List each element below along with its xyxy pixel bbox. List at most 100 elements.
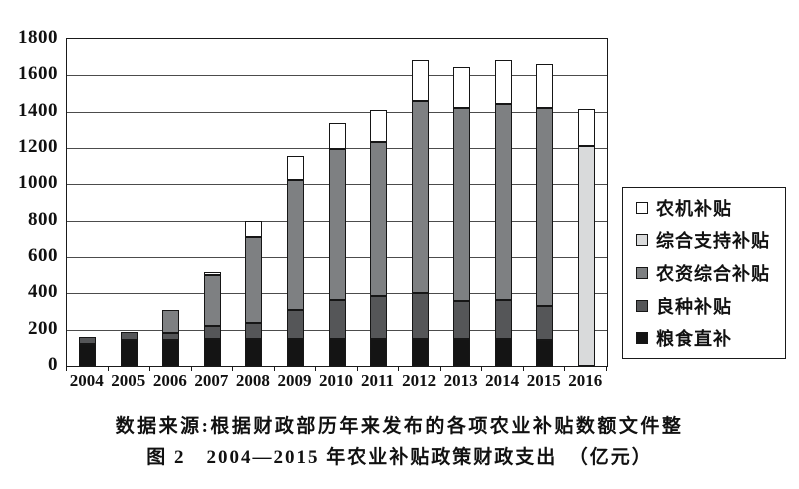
x-tick-mark (315, 366, 317, 371)
y-tick-label-1000: 1000 (18, 172, 58, 194)
bar-segment-2009-农机补贴 (286, 156, 304, 181)
bar-segment-2016-综合支持补贴 (577, 146, 595, 366)
legend-swatch-icon (636, 299, 648, 312)
bar-segment-2007-农机补贴 (203, 271, 221, 275)
bar-segment-2004-良种补贴 (79, 337, 97, 345)
bar-segment-2015-良种补贴 (536, 305, 554, 341)
x-tick-label-2006: 2006 (152, 371, 187, 390)
x-tick-label-2016: 2016 (568, 371, 603, 390)
y-tick-label-1800: 1800 (18, 27, 58, 48)
x-tick-label-2009: 2009 (277, 371, 312, 390)
bar-segment-2005-良种补贴 (120, 331, 138, 340)
legend-item-农机补贴: 农机补贴 (636, 195, 785, 221)
legend: 农机补贴综合支持补贴 农资综合补贴 良种补贴粮食直补 (622, 187, 786, 359)
bar-segment-2011-农资综合补贴 (370, 142, 388, 296)
x-tick-label-2004: 2004 (69, 371, 104, 390)
bar-segment-2014-良种补贴 (494, 299, 512, 339)
bar-segment-2009-良种补贴 (286, 310, 304, 339)
bar-segment-2012-农机补贴 (411, 60, 429, 102)
x-tick-mark (190, 366, 192, 371)
x-tick-mark (564, 366, 566, 371)
x-tick-mark (232, 366, 234, 371)
bar-segment-2010-农机补贴 (328, 123, 346, 150)
legend-swatch-icon (636, 234, 648, 247)
x-tick-mark (606, 366, 607, 371)
bar-segment-2006-良种补贴 (162, 333, 180, 340)
bar-segment-2004-粮食直补 (79, 344, 97, 366)
legend-swatch-icon (636, 332, 648, 345)
gridline-y-1400 (67, 111, 607, 113)
bar-segment-2014-农资综合补贴 (494, 103, 512, 300)
bar-segment-2007-粮食直补 (203, 338, 221, 366)
legend-swatch-icon (636, 266, 648, 279)
x-tick-mark (398, 366, 400, 371)
bar-segment-2008-良种补贴 (245, 322, 263, 339)
legend-label: 农机补贴 (656, 198, 732, 219)
y-tick-label-200: 200 (28, 317, 58, 339)
y-tick-label-1200: 1200 (18, 136, 58, 157)
x-tick-mark (522, 366, 524, 371)
bar-segment-2012-粮食直补 (411, 338, 429, 366)
y-tick-label-1600: 1600 (18, 63, 58, 85)
x-tick-mark (273, 366, 275, 371)
bar-segment-2015-粮食直补 (536, 340, 554, 366)
legend-swatch-icon (636, 201, 648, 214)
y-tick-label-800: 800 (28, 208, 58, 230)
x-tick-mark (149, 366, 151, 371)
bar-segment-2011-良种补贴 (370, 295, 388, 339)
bar-segment-2010-粮食直补 (328, 338, 346, 366)
plot-area (66, 38, 608, 367)
legend-item-农资综合补贴: 农资综合补贴 (636, 260, 785, 286)
bar-segment-2010-农资综合补贴 (328, 149, 346, 300)
bar-segment-2011-农机补贴 (370, 109, 388, 143)
x-tick-mark (439, 366, 441, 371)
x-tick-mark (107, 366, 109, 371)
y-tick-label-400: 400 (28, 281, 58, 303)
x-tick-label-2013: 2013 (443, 371, 478, 390)
figure-caption: 图 2 2004—2015 年农业补贴政策财政支出 （亿元） (146, 447, 653, 468)
legend-item-粮食直补: 粮食直补 (636, 325, 785, 351)
bar-segment-2011-粮食直补 (370, 338, 388, 366)
x-tick-label-2011: 2011 (361, 371, 395, 390)
x-tick-label-2008: 2008 (235, 371, 270, 390)
x-tick-label-2005: 2005 (111, 371, 146, 390)
bar-segment-2015-农资综合补贴 (536, 108, 554, 306)
bar-segment-2010-良种补贴 (328, 299, 346, 339)
bar-segment-2012-良种补贴 (411, 292, 429, 339)
bar-segment-2006-粮食直补 (162, 339, 180, 366)
x-tick-mark (66, 366, 67, 371)
legend-label: 良种补贴 (656, 296, 732, 317)
bar-segment-2007-良种补贴 (203, 326, 221, 339)
bar-segment-2014-粮食直补 (494, 338, 512, 366)
bar-segment-2013-农机补贴 (453, 67, 471, 108)
y-tick-label-600: 600 (28, 245, 58, 266)
legend-item-综合支持补贴: 综合支持补贴 (636, 227, 785, 253)
bar-segment-2015-农机补贴 (536, 64, 554, 109)
x-tick-label-2014: 2014 (485, 371, 520, 390)
x-tick-mark (481, 366, 483, 371)
x-tick-label-2007: 2007 (194, 371, 229, 390)
bar-segment-2008-农机补贴 (245, 220, 263, 237)
x-tick-label-2015: 2015 (526, 371, 561, 390)
bar-segment-2007-农资综合补贴 (203, 274, 221, 327)
bar-segment-2008-农资综合补贴 (245, 236, 263, 323)
gridline-y-1600 (67, 75, 607, 77)
x-tick-label-2012: 2012 (402, 371, 437, 390)
x-tick-label-2010: 2010 (319, 371, 353, 390)
bar-segment-2013-农资综合补贴 (453, 107, 471, 301)
legend-label: 农资综合补贴 (656, 263, 770, 284)
bar-segment-2006-农资综合补贴 (162, 309, 180, 334)
bar-segment-2014-农机补贴 (494, 60, 512, 104)
legend-label: 综合支持补贴 (656, 231, 770, 252)
data-source-note: 数据来源:根据财政部历年来发布的各项农业补贴数额文件整 (115, 416, 684, 437)
y-tick-label-1400: 1400 (18, 99, 58, 121)
bar-segment-2012-农资综合补贴 (411, 101, 429, 293)
y-tick-label-0: 0 (48, 354, 58, 375)
bar-segment-2016-农机补贴 (577, 109, 595, 147)
bar-segment-2005-粮食直补 (120, 339, 138, 366)
x-tick-mark (356, 366, 358, 371)
legend-item-良种补贴: 良种补贴 (636, 293, 785, 319)
bar-segment-2013-粮食直补 (453, 338, 471, 366)
bar-segment-2008-粮食直补 (245, 338, 263, 366)
legend-label: 粮食直补 (656, 329, 732, 350)
